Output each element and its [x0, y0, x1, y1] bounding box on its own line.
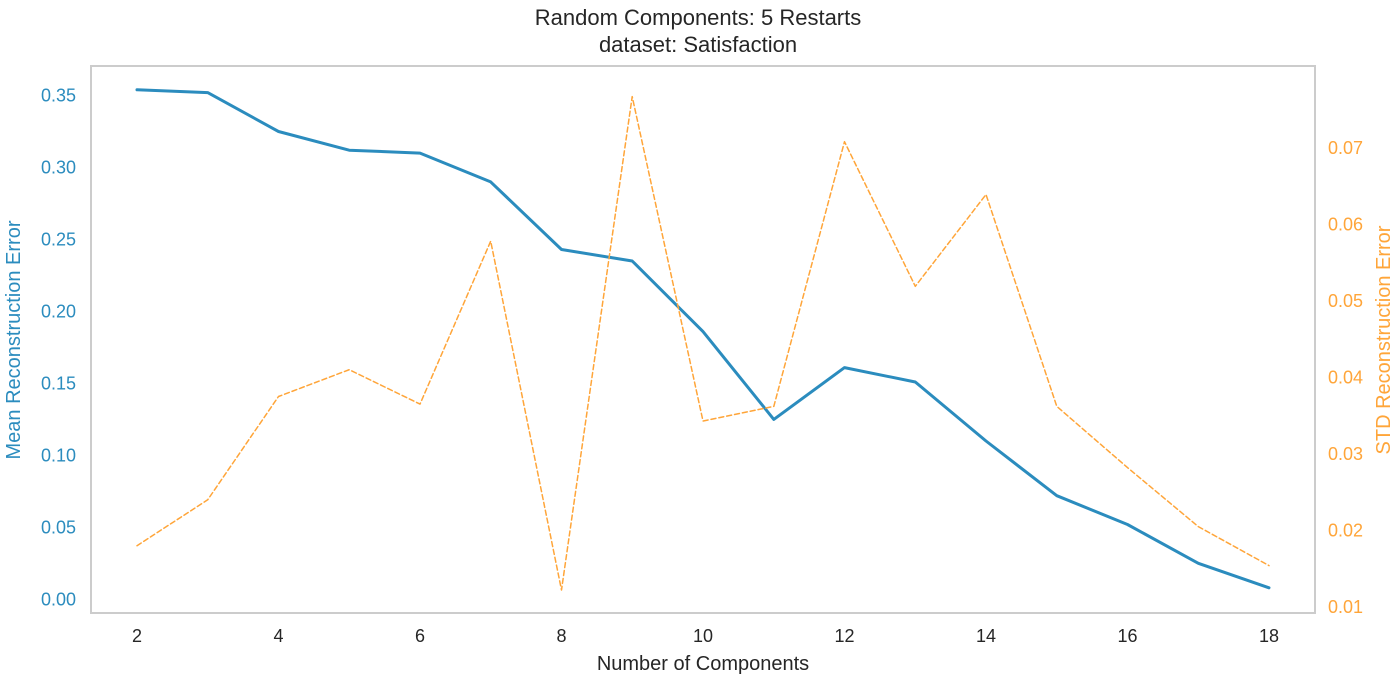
- x-tick-label: 12: [834, 626, 854, 646]
- right-y-tick-label: 0.06: [1328, 214, 1363, 234]
- x-tick-label: 10: [693, 626, 713, 646]
- left-y-tick-label: 0.25: [41, 229, 76, 249]
- left-y-tick-label: 0.10: [41, 445, 76, 465]
- chart-subtitle: dataset: Satisfaction: [599, 32, 797, 57]
- right-y-axis-ticks: 0.01 0.02 0.03 0.04 0.05 0.06 0.07: [1328, 138, 1363, 617]
- right-y-tick-label: 0.03: [1328, 444, 1363, 464]
- left-y-tick-label: 0.00: [41, 589, 76, 609]
- x-tick-label: 16: [1117, 626, 1137, 646]
- right-y-tick-label: 0.05: [1328, 291, 1363, 311]
- x-tick-label: 4: [273, 626, 283, 646]
- x-tick-label: 6: [415, 626, 425, 646]
- plot-frame: [90, 65, 1316, 614]
- left-y-tick-label: 0.05: [41, 517, 76, 537]
- right-y-tick-label: 0.02: [1328, 520, 1363, 540]
- x-axis-ticks: 2 4 6 8 10 12 14 16 18: [132, 626, 1279, 646]
- left-y-tick-label: 0.35: [41, 86, 76, 106]
- right-y-axis-label: STD Reconstruction Error: [1373, 225, 1395, 454]
- std-error-line: [136, 95, 1270, 591]
- left-y-axis-ticks: 0.00 0.05 0.10 0.15 0.20 0.25 0.30 0.35: [41, 86, 76, 610]
- left-y-tick-label: 0.15: [41, 373, 76, 393]
- right-y-tick-label: 0.07: [1328, 138, 1363, 158]
- x-tick-label: 8: [556, 626, 566, 646]
- x-tick-label: 14: [976, 626, 996, 646]
- chart-title: Random Components: 5 Restarts: [535, 5, 862, 30]
- x-tick-label: 2: [132, 626, 142, 646]
- left-y-tick-label: 0.30: [41, 157, 76, 177]
- series-layer: [135, 88, 1271, 591]
- left-y-tick-label: 0.20: [41, 301, 76, 321]
- x-tick-label: 18: [1259, 626, 1279, 646]
- mean-error-line: [135, 88, 1271, 590]
- right-y-tick-label: 0.01: [1328, 597, 1363, 617]
- left-y-axis-label: Mean Reconstruction Error: [3, 220, 25, 459]
- right-y-tick-label: 0.04: [1328, 367, 1363, 387]
- x-axis-label: Number of Components: [597, 653, 809, 675]
